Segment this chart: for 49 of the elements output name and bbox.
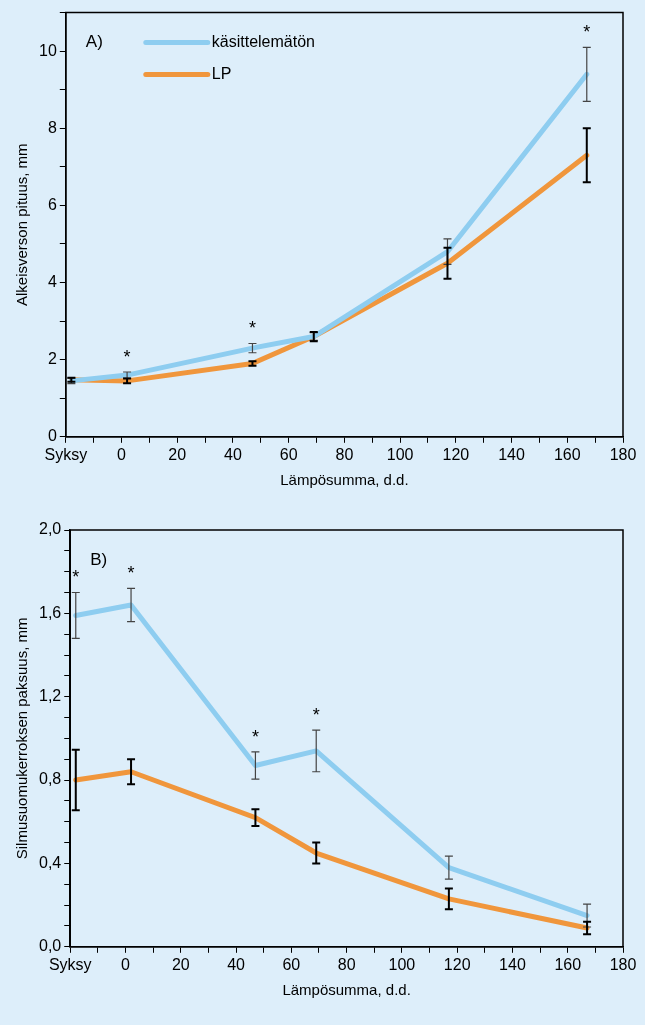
x-tick-label: 20 (168, 445, 187, 463)
annotation: * (251, 726, 259, 747)
x-tick-label: 160 (554, 955, 582, 973)
legend-label: LP (211, 65, 232, 83)
y-axis-title: Silmusuomukerroksen paksuus, mm (13, 617, 31, 860)
annotation: * (248, 318, 256, 339)
x-tick-label: 120 (443, 955, 471, 973)
y-tick-label: 0 (47, 427, 57, 445)
y-tick-label: 4 (47, 272, 57, 290)
x-axis-title: Lämpösumma, d.d. (282, 981, 411, 999)
x-tick-label: 80 (335, 445, 354, 463)
annotation: * (583, 22, 591, 43)
y-tick-label: 1,6 (38, 603, 62, 621)
y-tick-label: 0,8 (38, 770, 62, 788)
y-axis-title: Alkeisverson pituus, mm (13, 143, 31, 306)
annotation: * (127, 563, 135, 584)
x-tick-label: 160 (553, 445, 581, 463)
annotation: * (123, 346, 131, 367)
x-tick-label: 180 (609, 445, 637, 463)
x-tick-label: Syksy (48, 955, 92, 973)
x-tick-label: 140 (498, 445, 525, 463)
y-tick-label: 10 (39, 41, 57, 59)
y-tick-label: 8 (47, 118, 57, 136)
annotation: * (312, 705, 320, 726)
x-tick-label: 80 (337, 955, 356, 973)
y-tick-label: 6 (47, 195, 57, 213)
x-axis-title: Lämpösumma, d.d. (280, 471, 409, 489)
x-tick-label: 0 (121, 955, 131, 973)
x-tick-label: 100 (386, 445, 414, 463)
text: A) (85, 32, 103, 52)
y-tick-label: 1,2 (38, 687, 62, 705)
x-tick-label: 0 (117, 445, 127, 463)
x-tick-label: 140 (499, 955, 526, 973)
y-tick-label: 2,0 (38, 520, 62, 538)
x-tick-label: 60 (279, 445, 298, 463)
x-tick-label: 100 (388, 955, 416, 973)
x-tick-label: Syksy (44, 445, 88, 463)
x-tick-label: 60 (282, 955, 301, 973)
x-tick-label: 120 (442, 445, 470, 463)
x-tick-label: 40 (224, 445, 242, 463)
annotation: * (72, 567, 80, 588)
x-tick-label: 20 (171, 955, 190, 973)
y-tick-label: 0,0 (38, 937, 62, 955)
x-tick-label: 180 (609, 955, 637, 973)
x-tick-label: 40 (227, 955, 246, 973)
legend-label: käsittelemätön (211, 33, 315, 51)
y-tick-label: 2 (47, 350, 57, 368)
y-tick-label: 0,4 (38, 853, 62, 871)
text: B) (90, 549, 108, 569)
